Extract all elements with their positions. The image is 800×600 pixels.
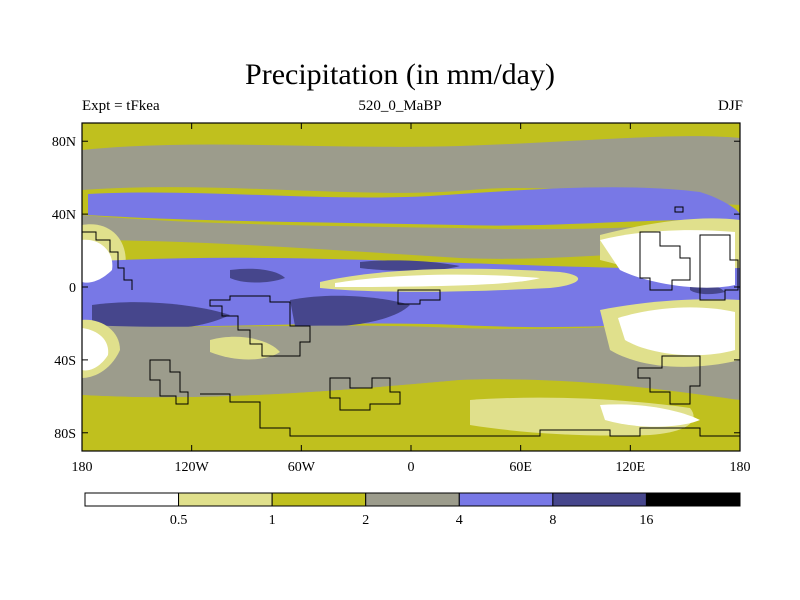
colorbar-swatch	[552, 492, 647, 507]
colorbar-swatch	[84, 492, 180, 507]
lon-tick-label: 120W	[175, 460, 210, 475]
latitude-axis: 80N 40N 0 40S 80S	[52, 135, 740, 442]
colorbar-label: 16	[639, 513, 653, 528]
coastlines	[82, 206, 740, 437]
time-label: 520_0_MaBP	[358, 98, 442, 114]
lon-tick-label: 0	[408, 460, 415, 475]
lat-tick-label: 40N	[52, 208, 76, 223]
lon-tick-label: 180	[72, 460, 93, 475]
season-label: DJF	[717, 98, 743, 114]
colorbar-label: 4	[456, 513, 463, 528]
lon-tick-label: 120E	[616, 460, 646, 475]
contour-fields	[82, 123, 740, 451]
lat-tick-label: 40S	[54, 354, 76, 369]
longitude-axis: 180 120W 60W 0 60E 120E 180	[72, 123, 751, 475]
colorbar-swatch	[178, 492, 273, 507]
colorbar-label: 8	[549, 513, 556, 528]
colorbar-swatch	[645, 492, 741, 507]
colorbar-swatch	[365, 492, 460, 507]
experiment-label: Expt = tFkea	[82, 98, 160, 114]
lon-tick-label: 180	[730, 460, 751, 475]
lon-tick-label: 60W	[288, 460, 316, 475]
colorbar-swatch	[271, 492, 367, 507]
colorbar: 0.5 1 2 4 8 16	[84, 492, 741, 528]
lat-tick-label: 80S	[54, 427, 76, 442]
lat-tick-label: 80N	[52, 135, 76, 150]
colorbar-label: 1	[269, 513, 276, 528]
colorbar-swatch	[458, 492, 554, 507]
colorbar-label: 2	[362, 513, 369, 528]
lat-tick-label: 0	[69, 281, 76, 296]
lon-tick-label: 60E	[509, 460, 532, 475]
colorbar-label: 0.5	[170, 513, 188, 528]
map-title: Precipitation (in mm/day)	[245, 58, 555, 91]
